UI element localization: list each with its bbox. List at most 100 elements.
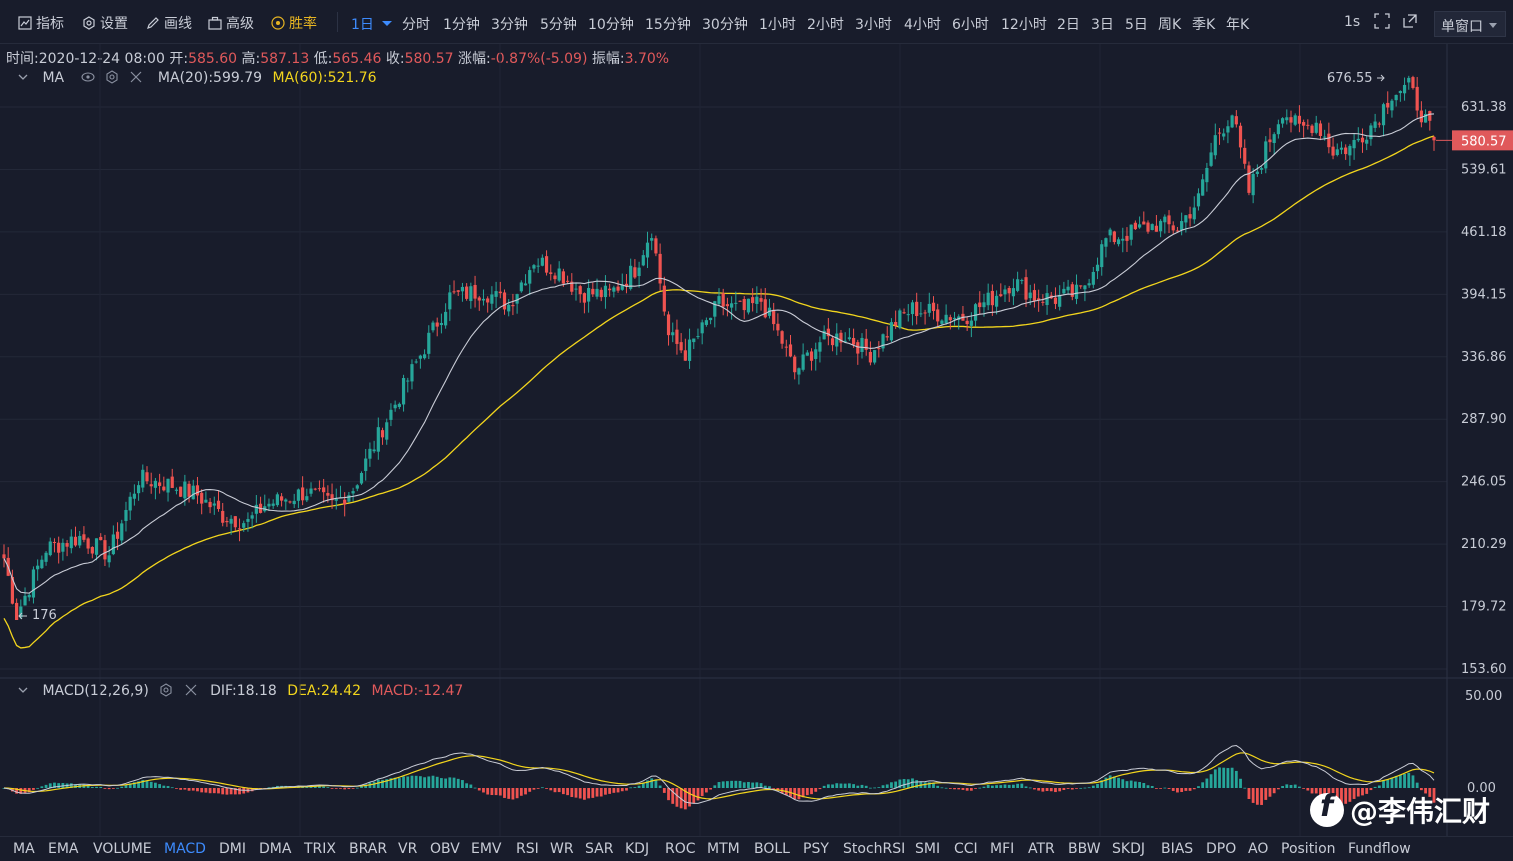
indicator-tab-volume[interactable]: VOLUME — [93, 841, 152, 857]
draw-button[interactable]: 画线 — [146, 13, 192, 33]
indicator-tab-atr[interactable]: ATR — [1028, 841, 1055, 857]
indicator-tab-emv[interactable]: EMV — [471, 841, 502, 857]
price-chart[interactable]: 631.38 539.61 461.18 394.15 336.86 287.90 246.… — [0, 0, 1513, 836]
macd-bar — [532, 788, 536, 790]
timeframe-16[interactable]: 周K — [1158, 17, 1182, 33]
macd-bar — [545, 788, 548, 789]
fullscreen-icon[interactable] — [1374, 13, 1390, 33]
macd-bar — [364, 784, 368, 788]
candle — [507, 299, 511, 317]
indicator-tab-boll[interactable]: BOLL — [754, 841, 790, 857]
timeframe-15[interactable]: 5日 — [1125, 17, 1148, 33]
indicator-tab-ma[interactable]: MA — [13, 841, 35, 857]
indicator-tab-dpo[interactable]: DPO — [1206, 841, 1237, 857]
indicator-tab-dma[interactable]: DMA — [259, 841, 292, 857]
timeframe-12[interactable]: 12小时 — [1001, 17, 1047, 33]
candle — [212, 496, 216, 515]
timeframe-7[interactable]: 1小时 — [759, 17, 796, 33]
timeframe-9[interactable]: 3小时 — [855, 17, 892, 33]
macd-bar — [1293, 784, 1297, 788]
candle — [1142, 211, 1146, 225]
indicator-tab-mtm[interactable]: MTM — [707, 841, 740, 857]
timeframe-2[interactable]: 3分钟 — [491, 17, 528, 33]
timeframe-5[interactable]: 15分钟 — [645, 17, 691, 33]
indicator-tab-smi[interactable]: SMI — [915, 841, 941, 857]
indicator-tab-bbw[interactable]: BBW — [1068, 841, 1101, 857]
indicator-tab-obv[interactable]: OBV — [430, 841, 460, 857]
indicator-tab-dmi[interactable]: DMI — [219, 841, 246, 857]
indicator-tab-cci[interactable]: CCI — [954, 841, 978, 857]
timeframe-18[interactable]: 年K — [1226, 17, 1250, 33]
timeframe-11[interactable]: 6小时 — [952, 17, 989, 33]
settings-button[interactable]: 设置 — [82, 13, 128, 33]
eye-icon[interactable] — [81, 70, 95, 84]
popout-icon[interactable] — [1402, 13, 1418, 33]
indicator-tab-mfi[interactable]: MFI — [990, 841, 1015, 857]
macd-bar — [915, 780, 919, 788]
collapse-chevron-icon[interactable] — [18, 683, 28, 693]
indicator-tab-stochrsi[interactable]: StochRSI — [843, 841, 906, 857]
close-icon[interactable] — [184, 683, 198, 697]
close-icon[interactable] — [129, 70, 143, 84]
candle — [860, 333, 864, 359]
macd-bar — [145, 780, 149, 788]
macd-bar — [1192, 788, 1196, 790]
timeframe-6[interactable]: 30分钟 — [702, 17, 748, 33]
indicator-tab-skdj[interactable]: SKDJ — [1112, 841, 1145, 857]
candle — [486, 296, 490, 313]
timeframe-10[interactable]: 4小时 — [904, 17, 941, 33]
candle — [536, 258, 540, 273]
candle — [204, 491, 208, 503]
macd-bar — [1167, 788, 1171, 789]
indicator-tab-psy[interactable]: PSY — [803, 841, 829, 857]
candle — [1335, 143, 1339, 157]
winrate-button[interactable]: 胜率 — [271, 13, 317, 33]
indicator-tab-position[interactable]: Position — [1281, 841, 1336, 857]
indicator-tab-brar[interactable]: BRAR — [349, 841, 388, 857]
macd-bar — [107, 788, 111, 790]
logo-icon — [1310, 789, 1344, 827]
gear-icon[interactable] — [105, 70, 119, 84]
macd-bar — [1276, 788, 1280, 790]
advanced-button[interactable]: 高级 — [208, 13, 254, 33]
timeframe-0[interactable]: 分时 — [402, 17, 430, 33]
indicator-button[interactable]: 指标 — [18, 13, 64, 33]
candle — [376, 417, 380, 460]
candle — [776, 313, 780, 336]
macd-bar — [856, 785, 860, 788]
timeframe-3[interactable]: 5分钟 — [540, 17, 577, 33]
timeframe-13[interactable]: 2日 — [1057, 17, 1080, 33]
macd-bar — [860, 784, 864, 788]
indicator-tab-ema[interactable]: EMA — [48, 841, 79, 857]
indicator-tab-kdj[interactable]: KDJ — [625, 841, 650, 857]
macd-bar — [683, 788, 687, 810]
chevron-down-icon[interactable] — [382, 21, 392, 26]
indicator-tab-roc[interactable]: ROC — [665, 841, 696, 857]
gear-icon[interactable] — [159, 683, 173, 697]
timeframe-17[interactable]: 季K — [1192, 17, 1216, 33]
indicator-tab-fundflow[interactable]: Fundflow — [1348, 841, 1411, 857]
interval-selector[interactable]: 1s — [1344, 14, 1361, 30]
candle — [708, 317, 713, 325]
timeframe-1d[interactable]: 1日 — [351, 17, 374, 33]
indicator-tab-sar[interactable]: SAR — [585, 841, 614, 857]
ma20-value: MA(20):599.79 — [157, 70, 263, 86]
window-mode-select[interactable]: 单窗口 — [1434, 11, 1506, 37]
timeframe-8[interactable]: 2小时 — [807, 17, 844, 33]
timeframe-1[interactable]: 1分钟 — [443, 17, 480, 33]
macd-bar — [810, 788, 813, 795]
indicator-tab-rsi[interactable]: RSI — [516, 841, 539, 857]
macd-bar — [1403, 773, 1406, 788]
indicator-tab-trix[interactable]: TRIX — [304, 841, 336, 857]
candle — [258, 496, 263, 514]
indicator-tab-wr[interactable]: WR — [550, 841, 574, 857]
candle — [595, 278, 599, 300]
macd-bar — [890, 782, 893, 788]
indicator-tab-vr[interactable]: VR — [398, 841, 418, 857]
timeframe-4[interactable]: 10分钟 — [588, 17, 634, 33]
indicator-tab-bias[interactable]: BIAS — [1161, 841, 1194, 857]
indicator-tab-ao[interactable]: AO — [1248, 841, 1269, 857]
timeframe-14[interactable]: 3日 — [1091, 17, 1114, 33]
indicator-tab-macd[interactable]: MACD — [164, 841, 206, 857]
collapse-chevron-icon[interactable] — [18, 70, 28, 80]
